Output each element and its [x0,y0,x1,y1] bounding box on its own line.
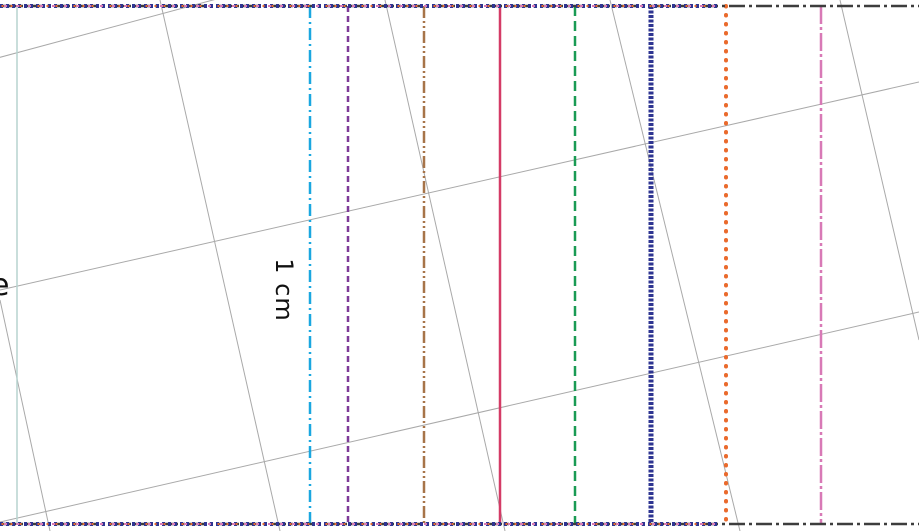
grid-line-steep-5 [839,0,919,341]
grid-line-steep-3 [384,0,506,531]
grid-line-steep-1 [0,299,51,531]
grid-line-steep-4 [609,0,741,531]
grid-line-steep-2 [159,0,281,531]
grid-line-diagonal-2 [0,81,919,291]
edge-lines [0,4,919,526]
clipped-edge-glyph: e [0,268,10,303]
grid-line-diagonal-1 [0,0,215,58]
vertical-lines [16,4,823,526]
measurement-label: 1 cm [270,258,298,322]
grid-line-diagonal-3 [0,311,919,523]
